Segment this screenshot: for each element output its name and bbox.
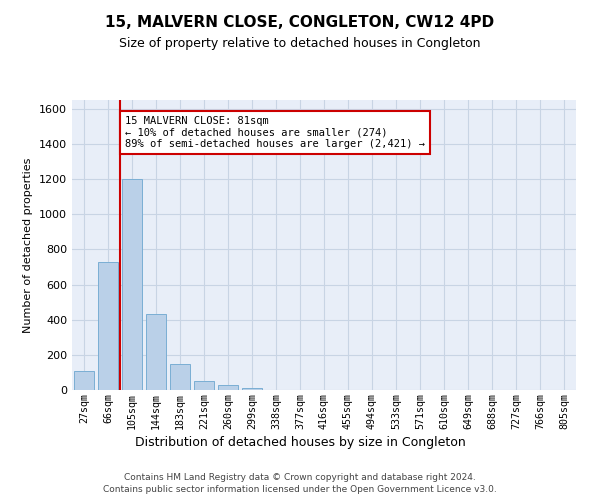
- Text: Distribution of detached houses by size in Congleton: Distribution of detached houses by size …: [134, 436, 466, 449]
- Bar: [98, 262, 118, 390]
- Bar: [74, 370, 94, 390]
- Y-axis label: Number of detached properties: Number of detached properties: [23, 158, 34, 332]
- Bar: [146, 314, 166, 390]
- Text: Contains public sector information licensed under the Open Government Licence v3: Contains public sector information licen…: [103, 484, 497, 494]
- Bar: [218, 384, 238, 390]
- Bar: [242, 388, 262, 390]
- Text: 15 MALVERN CLOSE: 81sqm
← 10% of detached houses are smaller (274)
89% of semi-d: 15 MALVERN CLOSE: 81sqm ← 10% of detache…: [125, 116, 425, 149]
- Bar: [194, 381, 214, 390]
- Text: Contains HM Land Registry data © Crown copyright and database right 2024.: Contains HM Land Registry data © Crown c…: [124, 473, 476, 482]
- Bar: [170, 364, 190, 390]
- Text: 15, MALVERN CLOSE, CONGLETON, CW12 4PD: 15, MALVERN CLOSE, CONGLETON, CW12 4PD: [106, 15, 494, 30]
- Bar: [122, 179, 142, 390]
- Text: Size of property relative to detached houses in Congleton: Size of property relative to detached ho…: [119, 38, 481, 51]
